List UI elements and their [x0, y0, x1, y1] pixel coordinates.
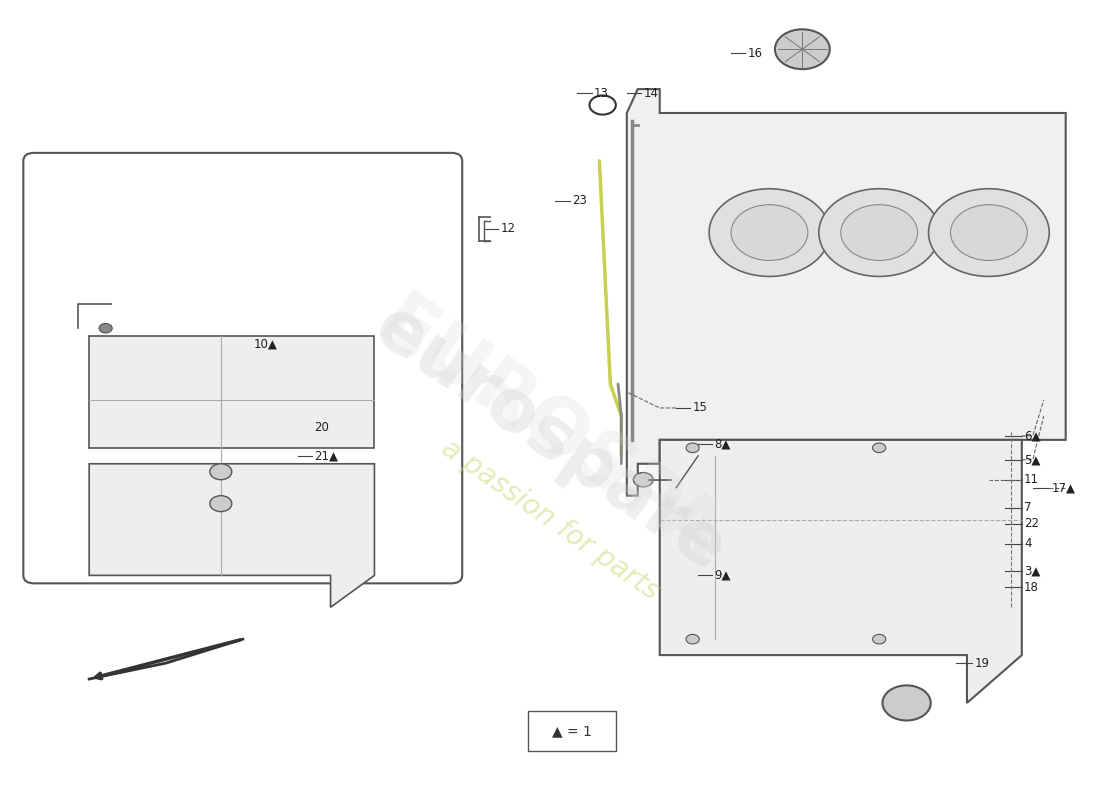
Text: 3▲: 3▲	[1024, 565, 1041, 578]
Circle shape	[99, 323, 112, 333]
Text: 6▲: 6▲	[1024, 430, 1041, 442]
Text: 19: 19	[975, 657, 990, 670]
Text: 23: 23	[572, 194, 586, 207]
Text: OLD SOLUTION: OLD SOLUTION	[179, 537, 307, 551]
Circle shape	[882, 686, 931, 721]
Text: ▲ = 1: ▲ = 1	[552, 724, 592, 738]
Circle shape	[872, 634, 886, 644]
Text: 20: 20	[315, 422, 329, 434]
Circle shape	[710, 189, 829, 277]
Circle shape	[840, 205, 917, 261]
Circle shape	[928, 189, 1049, 277]
Text: a passion for parts: a passion for parts	[436, 434, 664, 606]
Text: 16: 16	[748, 46, 762, 60]
Circle shape	[732, 205, 807, 261]
Text: 9▲: 9▲	[715, 569, 732, 582]
Text: 8▲: 8▲	[715, 438, 732, 450]
Circle shape	[774, 30, 829, 69]
Text: 4: 4	[1024, 537, 1032, 550]
Text: 11: 11	[1024, 474, 1040, 486]
Circle shape	[210, 464, 232, 480]
Text: 17▲: 17▲	[1052, 481, 1076, 494]
Text: 7: 7	[1024, 501, 1032, 514]
Circle shape	[872, 443, 886, 453]
Circle shape	[686, 634, 700, 644]
Circle shape	[634, 473, 653, 487]
FancyBboxPatch shape	[23, 153, 462, 583]
Text: 10▲: 10▲	[254, 338, 277, 350]
Polygon shape	[89, 336, 374, 448]
Text: 14: 14	[644, 86, 658, 99]
Circle shape	[950, 205, 1027, 261]
Text: 22: 22	[1024, 517, 1040, 530]
Circle shape	[686, 443, 700, 453]
Polygon shape	[89, 464, 374, 607]
Text: 21▲: 21▲	[315, 450, 338, 462]
Polygon shape	[627, 89, 1066, 496]
Text: 12: 12	[500, 222, 516, 235]
Polygon shape	[660, 440, 1022, 703]
Circle shape	[818, 189, 939, 277]
Text: 18: 18	[1024, 581, 1038, 594]
Text: EUROSPA: EUROSPA	[364, 286, 736, 577]
Circle shape	[210, 496, 232, 512]
Bar	[528, 711, 616, 750]
Text: 13: 13	[594, 86, 608, 99]
Text: eurospare: eurospare	[361, 293, 739, 587]
Text: 5▲: 5▲	[1024, 454, 1041, 466]
Text: 15: 15	[693, 402, 707, 414]
